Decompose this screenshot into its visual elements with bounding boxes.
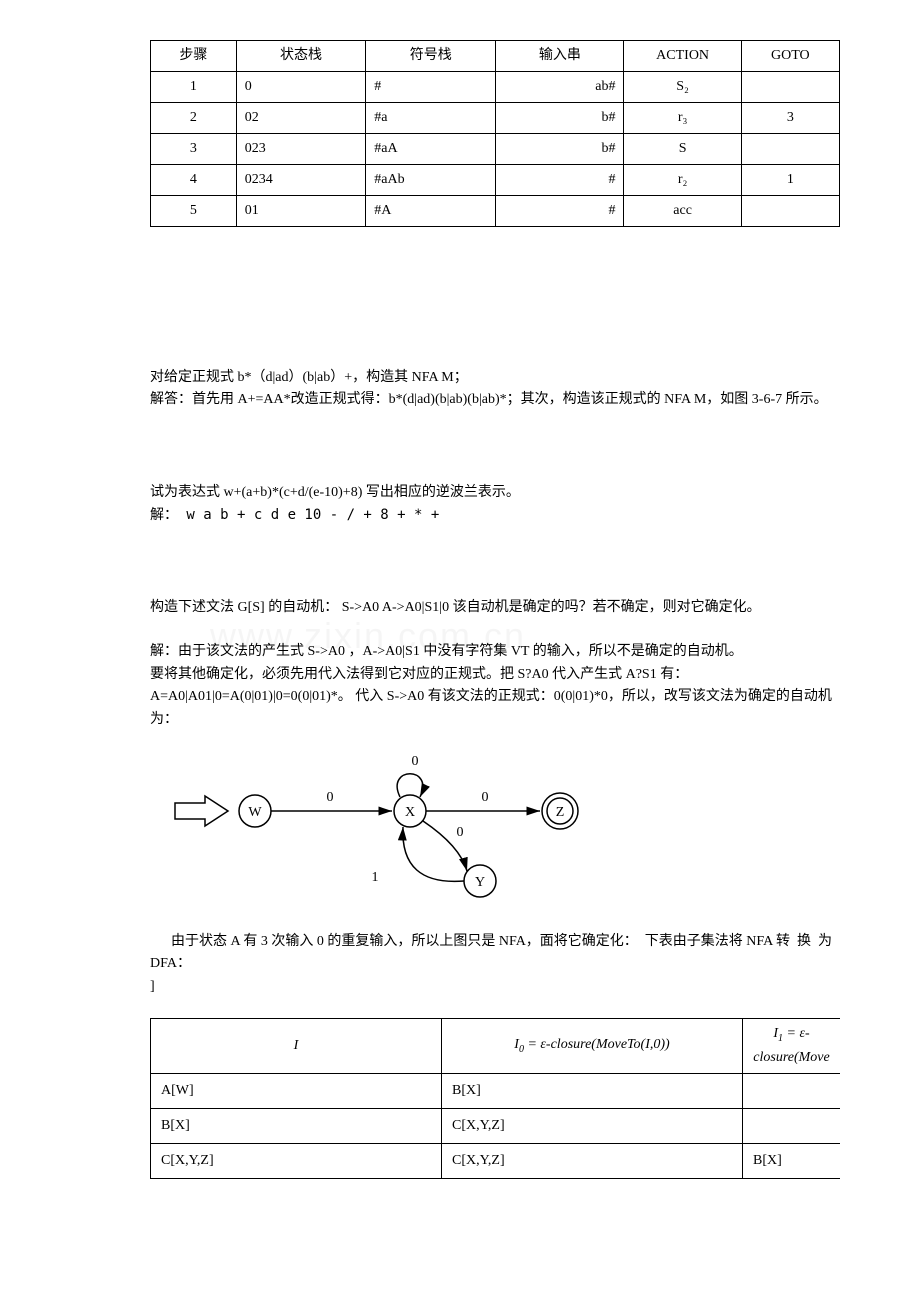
cell-input: ab# — [496, 72, 624, 103]
node-z-label: Z — [556, 805, 565, 820]
cell-action: S₂ — [624, 72, 741, 103]
node-w-label: W — [248, 805, 262, 820]
automaton-diagram: W 0 X 0 0 Z 0 1 Y — [160, 751, 620, 911]
col-state: 状态栈 — [236, 41, 366, 72]
closure-c1: A[W] — [151, 1074, 442, 1109]
closure-h2-post: = ε-closure(MoveTo(I,0)) — [524, 1037, 670, 1052]
closure-header-row: I I0 = ε-closure(MoveTo(I,0)) I1 = ε-clo… — [151, 1019, 841, 1074]
cell-sym: #A — [366, 196, 496, 227]
rpn-line2: 解： w a b + c d e 10 - / + 8 + * + — [150, 504, 840, 526]
edge-w-x-label: 0 — [327, 790, 334, 805]
cell-input: # — [496, 165, 624, 196]
spacer — [150, 432, 840, 462]
table-row: 1 0 # ab# S₂ — [151, 72, 840, 103]
parse-table: 步骤 状态栈 符号栈 输入串 ACTION GOTO 1 0 # ab# S₂ … — [150, 40, 840, 227]
closure-h1: I — [294, 1038, 299, 1053]
rpn-line1: 试为表达式 w+(a+b)*(c+d/(e-10)+8) 写出相应的逆波兰表示。 — [150, 482, 840, 504]
table-row: A[W] B[X] — [151, 1074, 841, 1109]
closure-c3 — [743, 1074, 841, 1109]
nfa-line2: 解答：首先用 A+=AA*改造正规式得：b*(d|ad)(b|ab)(b|ab)… — [150, 389, 840, 411]
cell-step: 2 — [151, 103, 237, 134]
closure-c2: C[X,Y,Z] — [442, 1144, 743, 1179]
closure-c1: B[X] — [151, 1109, 442, 1144]
after-diagram: 由于状态 A 有 3 次输入 0 的重复输入，所以上图只是 NFA，面将它确定化… — [150, 931, 840, 998]
cell-action: r₃ — [624, 103, 741, 134]
cell-state: 02 — [236, 103, 366, 134]
automaton-line3: 要将其他确定化，必须先用代入法得到它对应的正规式。把 S?A0 代入产生式 A?… — [150, 664, 840, 731]
closure-col-i: I — [151, 1019, 442, 1074]
closure-c2: C[X,Y,Z] — [442, 1109, 743, 1144]
rpn-problem: 试为表达式 w+(a+b)*(c+d/(e-10)+8) 写出相应的逆波兰表示。… — [150, 482, 840, 527]
cell-goto — [741, 196, 839, 227]
cell-action: S — [624, 134, 741, 165]
start-arrow-icon — [175, 796, 228, 826]
closure-c3: B[X] — [743, 1144, 841, 1179]
edge-x-y-label: 0 — [457, 825, 464, 840]
edge-x-loop — [397, 774, 423, 797]
table-row: 2 02 #a b# r₃ 3 — [151, 103, 840, 134]
cell-step: 4 — [151, 165, 237, 196]
closure-h3-post: = ε-closure(Move — [753, 1026, 829, 1065]
col-goto: GOTO — [741, 41, 839, 72]
after-diagram-line2: ] — [150, 976, 840, 998]
closure-col-i0: I0 = ε-closure(MoveTo(I,0)) — [442, 1019, 743, 1074]
automaton-problem: www.zixin.com.cn 构造下述文法 G[S] 的自动机： S->A0… — [150, 597, 840, 731]
cell-sym: #a — [366, 103, 496, 134]
cell-sym: #aAb — [366, 165, 496, 196]
table-row: 3 023 #aA b# S — [151, 134, 840, 165]
node-y-label: Y — [475, 875, 485, 890]
col-action: ACTION — [624, 41, 741, 72]
cell-sym: #aA — [366, 134, 496, 165]
automaton-line1: 构造下述文法 G[S] 的自动机： S->A0 A->A0|S1|0 该自动机是… — [150, 597, 840, 619]
closure-c2: B[X] — [442, 1074, 743, 1109]
col-step: 步骤 — [151, 41, 237, 72]
cell-state: 01 — [236, 196, 366, 227]
cell-sym: # — [366, 72, 496, 103]
cell-input: # — [496, 196, 624, 227]
nfa-line1: 对给定正规式 b*（d|ad）(b|ab）+，构造其 NFA M； — [150, 367, 840, 389]
cell-action: r₂ — [624, 165, 741, 196]
closure-c1: C[X,Y,Z] — [151, 1144, 442, 1179]
table-row: C[X,Y,Z] C[X,Y,Z] B[X] — [151, 1144, 841, 1179]
cell-step: 5 — [151, 196, 237, 227]
edge-y-x — [403, 827, 464, 881]
spacer — [150, 547, 840, 577]
cell-action: acc — [624, 196, 741, 227]
node-x-label: X — [405, 805, 415, 820]
closure-table: I I0 = ε-closure(MoveTo(I,0)) I1 = ε-clo… — [150, 1018, 840, 1179]
edge-x-z-label: 0 — [482, 790, 489, 805]
cell-step: 1 — [151, 72, 237, 103]
cell-goto: 3 — [741, 103, 839, 134]
after-diagram-line1: 由于状态 A 有 3 次输入 0 的重复输入，所以上图只是 NFA，面将它确定化… — [150, 931, 840, 976]
cell-state: 0234 — [236, 165, 366, 196]
edge-x-loop-label: 0 — [412, 754, 419, 769]
cell-state: 023 — [236, 134, 366, 165]
cell-input: b# — [496, 134, 624, 165]
spacer — [150, 227, 840, 347]
closure-col-i1: I1 = ε-closure(Move — [743, 1019, 841, 1074]
edge-y-x-label: 1 — [372, 870, 379, 885]
cell-goto — [741, 134, 839, 165]
cell-input: b# — [496, 103, 624, 134]
cell-goto — [741, 72, 839, 103]
table-row: B[X] C[X,Y,Z] — [151, 1109, 841, 1144]
table-row: 4 0234 #aAb # r₂ 1 — [151, 165, 840, 196]
parse-table-header-row: 步骤 状态栈 符号栈 输入串 ACTION GOTO — [151, 41, 840, 72]
cell-step: 3 — [151, 134, 237, 165]
cell-goto: 1 — [741, 165, 839, 196]
nfa-problem: 对给定正规式 b*（d|ad）(b|ab）+，构造其 NFA M； 解答：首先用… — [150, 367, 840, 412]
col-sym: 符号栈 — [366, 41, 496, 72]
closure-c3 — [743, 1109, 841, 1144]
cell-state: 0 — [236, 72, 366, 103]
col-input: 输入串 — [496, 41, 624, 72]
automaton-line2: 解：由于该文法的产生式 S->A0 ，A->A0|S1 中没有字符集 VT 的输… — [150, 641, 840, 663]
table-row: 5 01 #A # acc — [151, 196, 840, 227]
